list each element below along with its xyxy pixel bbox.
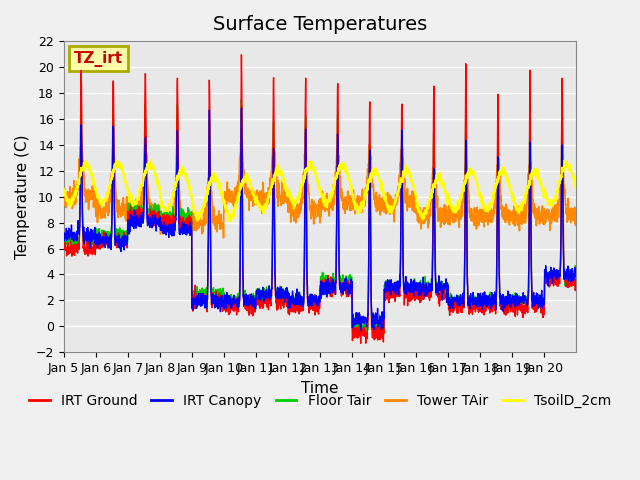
Y-axis label: Temperature (C): Temperature (C)	[15, 134, 30, 259]
Title: Surface Temperatures: Surface Temperatures	[213, 15, 427, 34]
Legend: IRT Ground, IRT Canopy, Floor Tair, Tower TAir, TsoilD_2cm: IRT Ground, IRT Canopy, Floor Tair, Towe…	[24, 388, 616, 414]
X-axis label: Time: Time	[301, 381, 339, 396]
Text: TZ_irt: TZ_irt	[74, 51, 123, 67]
